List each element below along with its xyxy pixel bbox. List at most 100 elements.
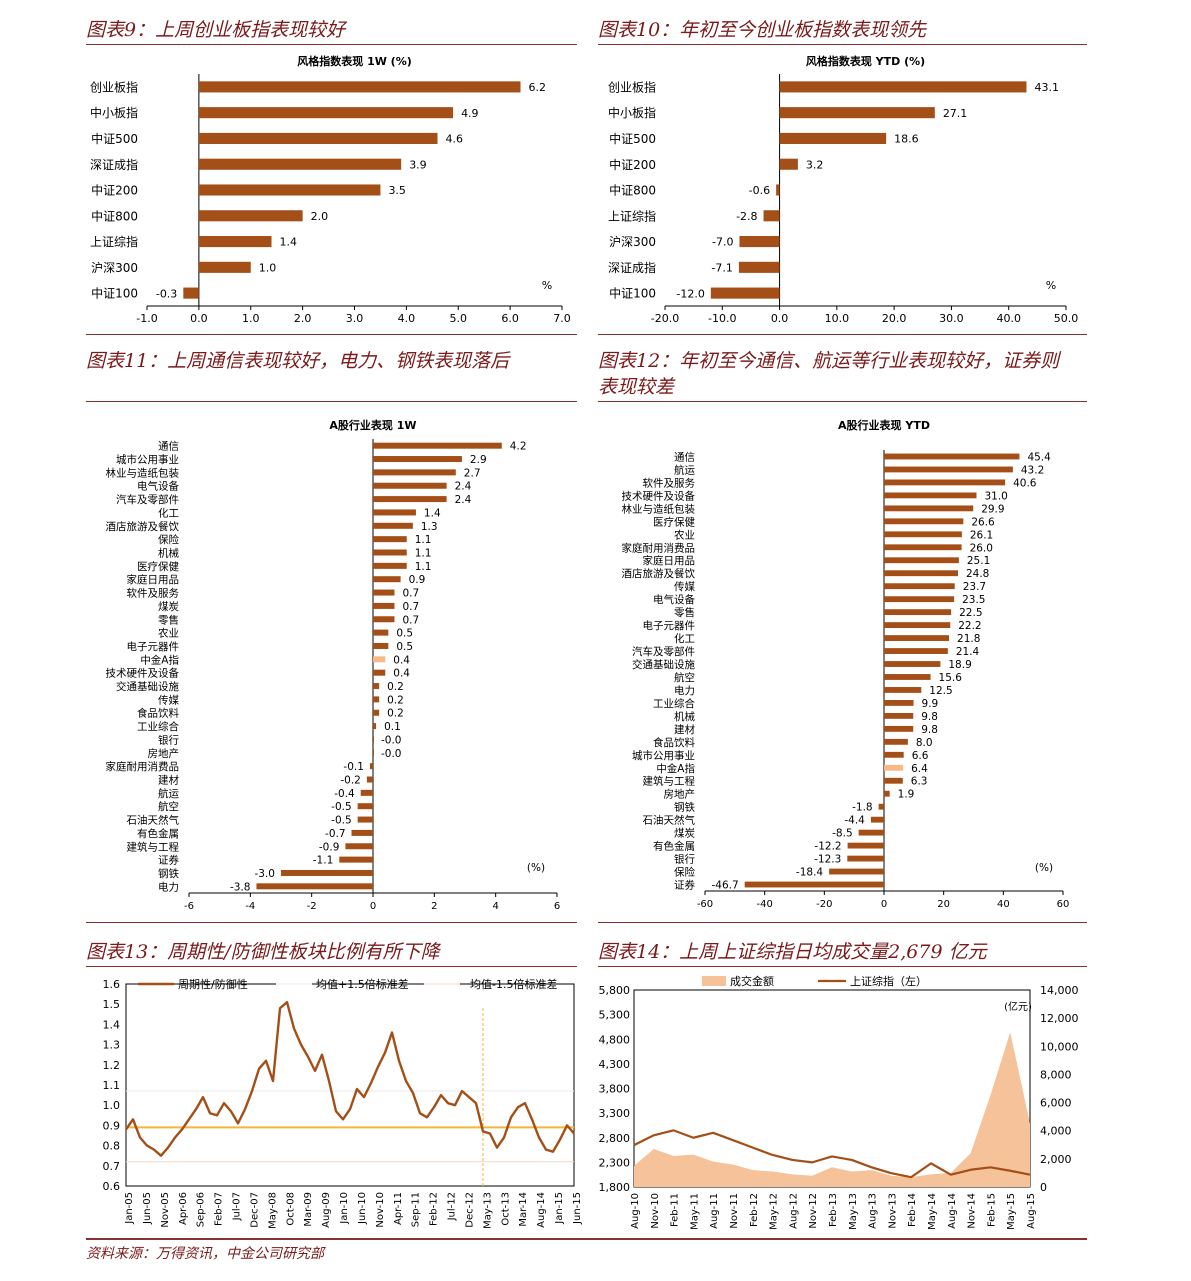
y-tick-label: 1.5 [103,998,121,1011]
value-label: 0.1 [384,721,401,733]
value-label: 1.4 [424,507,441,519]
bar [884,466,1013,473]
y-tick-label: 1.1 [103,1079,121,1092]
chart-sector-1w: A股行业表现 1W -6 -4 -2 0 2 4 6 通信 4.2 城市公用事业 2.9 林业与造纸包装… [106,418,561,912]
x-tick-label: Apr-06 [178,1192,189,1225]
value-label: 0.4 [393,668,410,680]
x-tick-label: Jul-07 [232,1192,243,1221]
value-label: 21.8 [957,633,980,645]
x-tick-label: 60 [1057,899,1070,910]
category-label: 汽车及零部件 [632,645,695,658]
bar [884,531,962,538]
category-label: 通信 [674,451,695,463]
bar [256,883,373,890]
x-tick-label: Jan-05 [124,1192,135,1225]
x-tick-label: 0 [881,899,887,910]
bar [884,479,1006,486]
x-tick-label: -4 [245,901,255,912]
value-label: 26.6 [971,516,995,528]
y-tick-label: 1.2 [103,1059,121,1072]
value-label: 0.2 [387,708,404,720]
x-tick-label: Nov-05 [160,1192,171,1228]
y-tick-label: 0.9 [103,1119,121,1132]
value-label: 2.0 [311,210,329,223]
y-right-tick-label: 2,000 [1040,1153,1072,1166]
value-label: 6.3 [911,776,928,788]
bar [884,557,959,564]
value-label: 21.4 [956,646,980,658]
value-label: 0.2 [387,681,404,693]
value-label: 0.4 [393,654,410,666]
x-tick-label: 10.0 [825,312,850,325]
bar [884,687,922,693]
bar [373,509,416,516]
bar [884,738,908,745]
y-left-tick-label: 3,300 [599,1107,631,1120]
category-label: 石油天然气 [643,814,696,827]
bar [373,736,374,743]
chart-title: 风格指数表现 1W (%) [297,54,412,68]
bar [884,674,931,680]
value-label: -12.0 [676,287,704,300]
x-tick-label: Feb-15 [986,1193,997,1227]
category-label: 酒店旅游及餐饮 [106,520,180,533]
panel-rule-11 [86,401,577,402]
footer-rule [86,1238,1087,1240]
y-left-tick-label: 1,800 [599,1181,631,1194]
bar [357,803,373,810]
bar [198,132,438,144]
x-tick-label: -40 [756,899,772,910]
bar [373,683,380,690]
bar [884,635,950,641]
category-label: 食品饮料 [653,736,695,749]
category-label: 有色金属 [137,827,179,840]
x-tick-label: 30.0 [939,312,964,325]
value-label: 2.7 [464,467,481,479]
value-label: 0.7 [402,614,419,626]
value-label: 9.8 [921,724,938,736]
x-tick-label: 50.0 [1054,312,1079,325]
bar [884,453,1020,460]
unit-label: (%) [527,862,545,874]
y-tick-label: 1.0 [103,1099,121,1112]
category-label: 航运 [674,463,695,476]
bar [198,261,251,273]
x-tick-label: Feb-12 [429,1192,440,1226]
y-tick-label: 1.4 [103,1018,121,1031]
category-label: 上证综指 [90,234,138,249]
value-label: 0.7 [402,601,419,613]
bar [884,583,955,590]
bar [884,764,904,771]
category-label: 技术硬件及设备 [106,667,180,680]
mid-bottom-rule-right [598,922,1087,923]
category-label: 中小板指 [90,105,138,120]
bar [884,661,941,667]
value-label: -0.0 [381,748,402,760]
bar [373,723,377,730]
category-label: 医疗保健 [653,515,695,528]
panel-title-13: 图表13：周期性/防御性板块比例有所下降 [86,941,440,963]
bar [345,843,373,850]
x-tick-label: May-11 [689,1193,700,1230]
chart-title: A股行业表现 1W [329,418,416,432]
category-label: 深证成指 [90,157,138,172]
chart-title: A股行业表现 YTD [838,418,930,432]
x-tick-label: 2.0 [294,312,312,325]
bar [884,700,914,706]
bar [373,482,447,489]
category-label: 家庭日用品 [127,573,180,586]
panel-rule-12 [598,401,1087,402]
bar [198,210,303,222]
category-label: 中金A指 [140,653,179,666]
category-label: 家庭耐用消费品 [106,760,180,773]
bar [369,763,373,770]
category-label: 电力 [158,880,179,893]
bar [373,642,389,649]
panel-rule-10 [598,44,1087,45]
bar [373,456,462,463]
y-left-tick-label: 4,300 [599,1058,631,1071]
x-tick-label: Feb-14 [907,1193,918,1227]
value-label: 0.5 [396,628,413,640]
x-tick-label: Jan-10 [339,1192,350,1225]
x-tick-label: Nov-13 [887,1193,898,1229]
